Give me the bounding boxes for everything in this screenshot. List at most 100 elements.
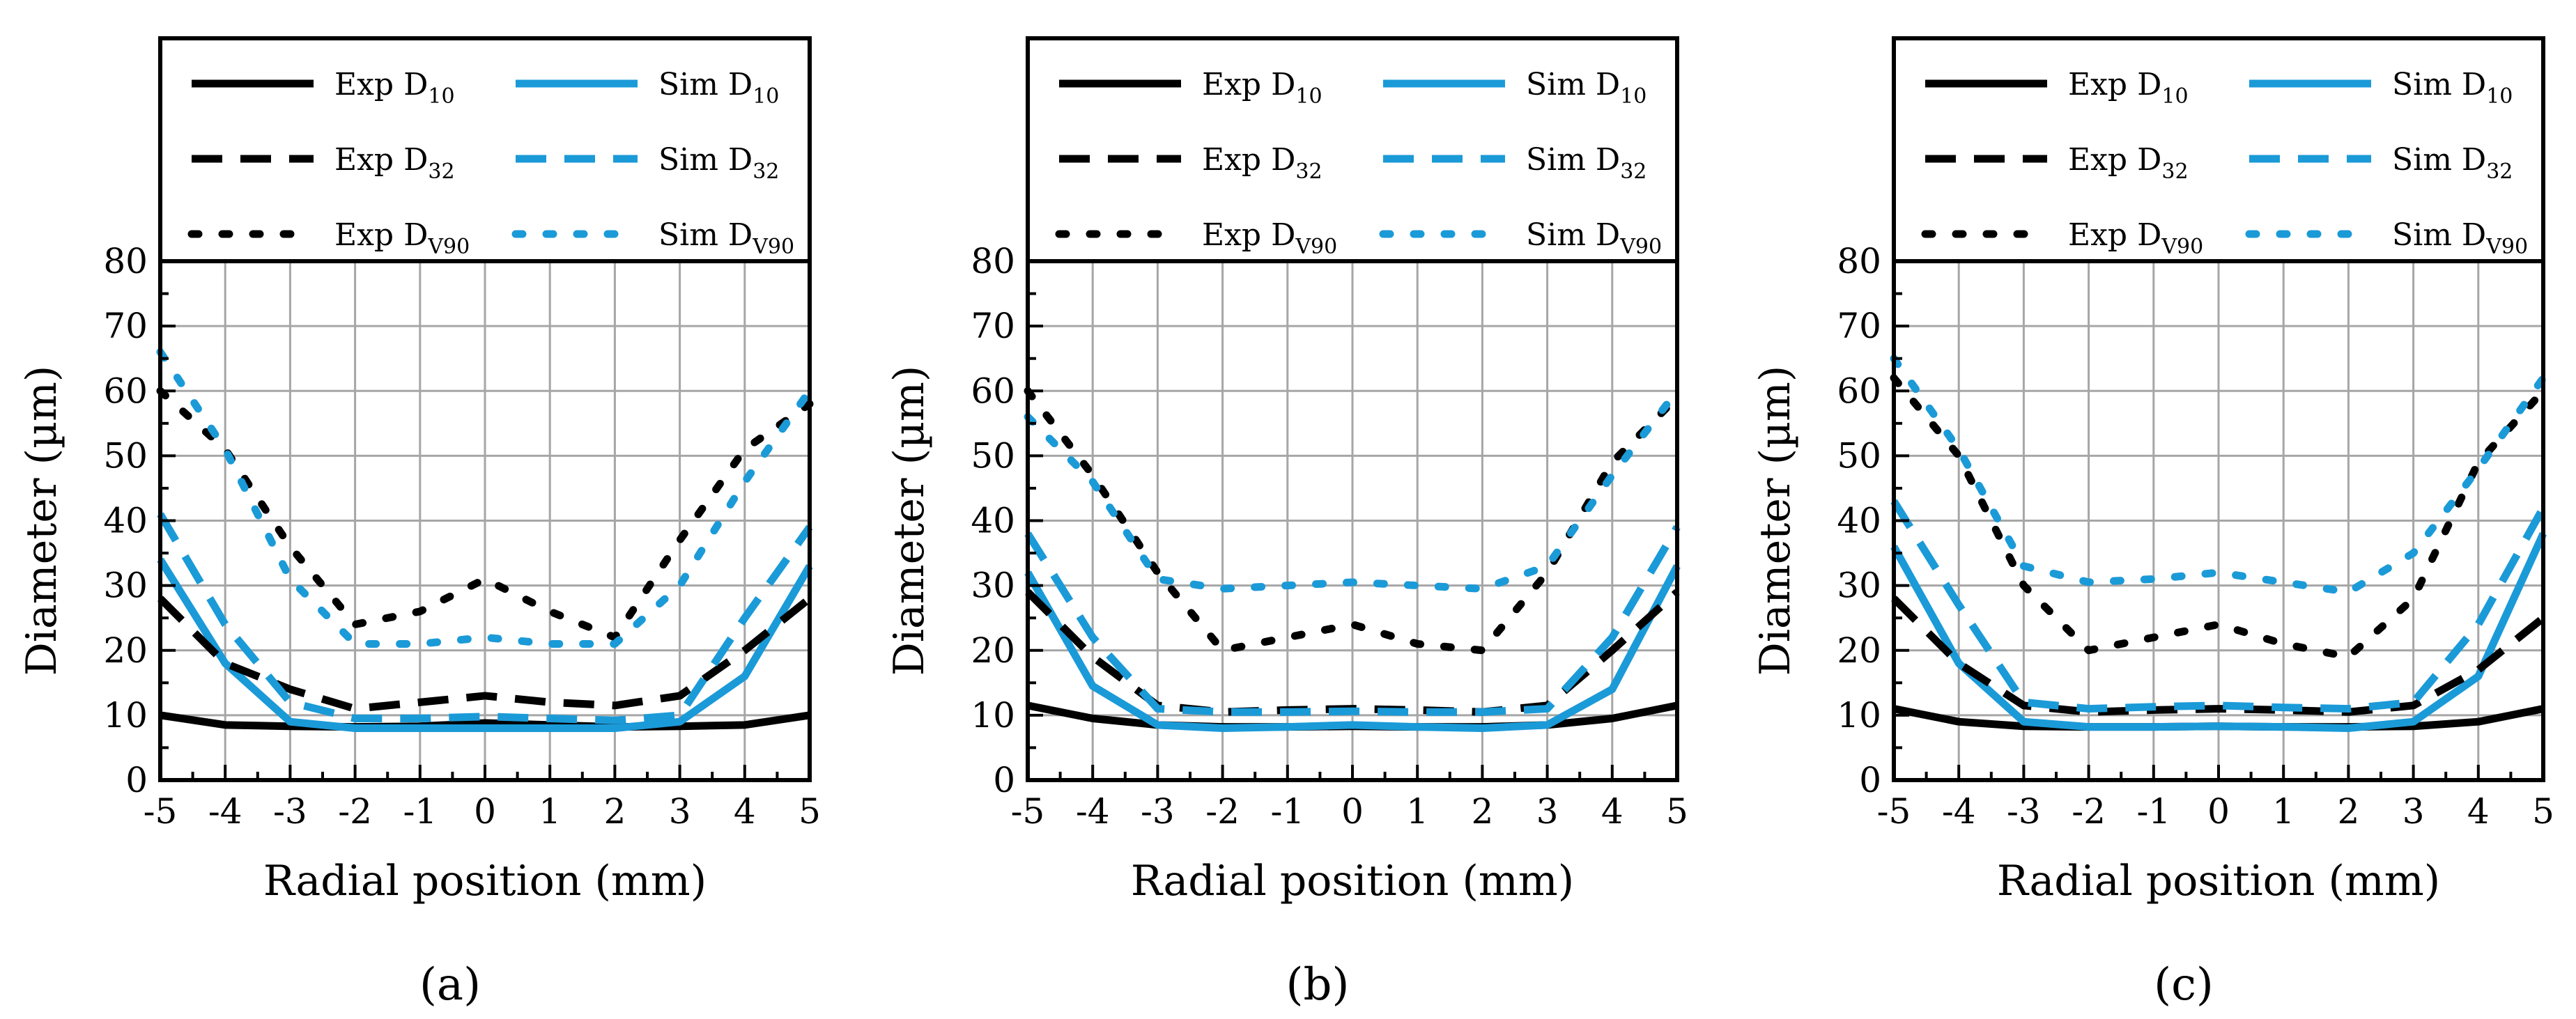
chart-panel-b: -5 -4 -3 -2 -1 0 1 2 3 4 501020304050607080Radial … <box>885 36 1688 1011</box>
x-tick-label: -1 <box>403 791 437 832</box>
x-tick-label: -4 <box>1076 791 1110 832</box>
legend-entry: Sim DV90 <box>658 217 794 259</box>
legend-entry: Sim D32 <box>1526 142 1646 184</box>
legend-entry: Sim D32 <box>658 142 779 184</box>
y-tick-label: 0 <box>125 760 148 800</box>
y-axis-title: Diameter (µm) <box>17 366 66 676</box>
legend-entry: Exp DV90 <box>2068 217 2203 259</box>
y-tick-label: 40 <box>971 501 1015 541</box>
x-tick-label: 2 <box>603 791 626 832</box>
y-tick-label: 80 <box>1837 241 1881 281</box>
y-tick-label: 40 <box>103 501 148 541</box>
legend-entry: Exp D32 <box>1202 142 1322 184</box>
panel-label: (b) <box>1286 959 1350 1011</box>
panel-label: (c) <box>2154 959 2214 1011</box>
y-tick-label: 10 <box>103 695 148 736</box>
y-tick-label: 60 <box>1837 371 1881 411</box>
series-group <box>156 348 814 732</box>
legend-entry: Exp D32 <box>334 142 455 184</box>
chart-panel-a: -5 -4 -3 -2 -1 0 1 2 3 4 501020304050607080Radial … <box>17 36 821 1011</box>
x-tick-label: 3 <box>669 791 691 832</box>
y-tick-label: 0 <box>993 760 1015 800</box>
y-axis-title: Diameter (µm) <box>1751 366 1800 676</box>
x-tick-label: -3 <box>273 791 307 832</box>
legend-frame <box>1026 36 1679 263</box>
x-tick-label: -4 <box>208 791 242 832</box>
x-tick-label: -5 <box>144 791 178 832</box>
legend-entry: Exp D10 <box>334 67 455 109</box>
y-tick-label: 70 <box>103 306 148 346</box>
x-tick-label: 1 <box>2272 791 2295 832</box>
y-tick-label: 70 <box>1837 306 1881 346</box>
series-line-exp-d32 <box>1891 596 2546 716</box>
legend: Exp D10 Sim D10 Exp D32 Sim D32 Exp DV90 Sim … <box>158 36 812 263</box>
y-tick-label: 80 <box>103 241 148 281</box>
legend-entry: Exp D10 <box>2068 67 2189 109</box>
y-tick-label: 70 <box>971 306 1015 346</box>
y-tick-label: 40 <box>1837 501 1881 541</box>
legend-entry: Exp DV90 <box>334 217 470 259</box>
x-tick-label: 2 <box>2337 791 2359 832</box>
y-tick-label: 50 <box>971 435 1015 476</box>
x-tick-label: 1 <box>1406 791 1428 832</box>
legend: Exp D10 Sim D10 Exp D32 Sim D32 Exp DV90 Sim … <box>1892 36 2545 263</box>
series-line-sim-dv90 <box>1024 387 1681 593</box>
legend-frame <box>158 36 812 263</box>
x-tick-label: 4 <box>2467 791 2490 832</box>
series-group <box>1890 355 2547 732</box>
x-tick-label: 0 <box>1341 791 1364 832</box>
y-tick-label: 50 <box>1837 435 1881 476</box>
legend-entry: Sim D10 <box>2392 67 2513 109</box>
y-axis-title: Diameter (µm) <box>885 366 934 676</box>
x-axis-title: Radial position (mm) <box>1997 857 2440 905</box>
x-tick-label: 5 <box>1666 791 1688 832</box>
legend-entry: Exp D10 <box>1202 67 1322 109</box>
y-tick-label: 50 <box>103 435 148 476</box>
series-line-exp-dv90 <box>156 387 814 641</box>
x-tick-label: -5 <box>1011 791 1045 832</box>
y-tick-label: 20 <box>1837 630 1881 671</box>
x-tick-label: 1 <box>539 791 561 832</box>
legend-entry: Sim DV90 <box>1526 217 1662 259</box>
grid <box>1892 260 2545 781</box>
x-tick-label: -3 <box>2007 791 2041 832</box>
x-tick-label: -2 <box>1205 791 1240 832</box>
series-line-sim-d10 <box>1890 531 2547 732</box>
x-tick-label: 4 <box>1601 791 1624 832</box>
series-line-sim-dv90 <box>1890 355 2547 596</box>
y-tick-label: 10 <box>1837 695 1881 736</box>
x-tick-label: -1 <box>2136 791 2170 832</box>
x-tick-label: -1 <box>1270 791 1304 832</box>
y-tick-label: 30 <box>971 566 1015 606</box>
x-tick-label: 5 <box>2532 791 2554 832</box>
series-line-sim-dv90 <box>156 348 814 648</box>
series-group <box>1024 387 1681 732</box>
x-tick-label: -4 <box>1942 791 1976 832</box>
x-tick-label: 0 <box>2207 791 2230 832</box>
series-line-sim-d10 <box>157 557 813 732</box>
legend-entry: Sim DV90 <box>2392 217 2528 259</box>
x-axis-title: Radial position (mm) <box>263 857 707 905</box>
series-line-sim-d10 <box>1024 564 1681 732</box>
x-tick-label: -2 <box>2072 791 2106 832</box>
x-tick-label: 2 <box>1471 791 1493 832</box>
y-tick-label: 30 <box>1837 566 1881 606</box>
x-axis-title: Radial position (mm) <box>1131 857 1574 905</box>
legend-entry: Sim D10 <box>1526 67 1646 109</box>
panel-label: (a) <box>419 959 481 1011</box>
x-tick-label: 5 <box>799 791 821 832</box>
x-tick-label: 3 <box>1536 791 1559 832</box>
legend-entry: Exp DV90 <box>1202 217 1337 259</box>
y-tick-label: 30 <box>103 566 148 606</box>
y-tick-label: 20 <box>971 630 1015 671</box>
legend-entry: Sim D10 <box>658 67 779 109</box>
y-tick-label: 60 <box>971 371 1015 411</box>
y-tick-label: 80 <box>971 241 1015 281</box>
series-line-sim-d32 <box>1024 525 1681 716</box>
x-tick-label: -3 <box>1141 791 1175 832</box>
y-tick-label: 0 <box>1859 760 1881 800</box>
x-tick-label: 0 <box>474 791 496 832</box>
